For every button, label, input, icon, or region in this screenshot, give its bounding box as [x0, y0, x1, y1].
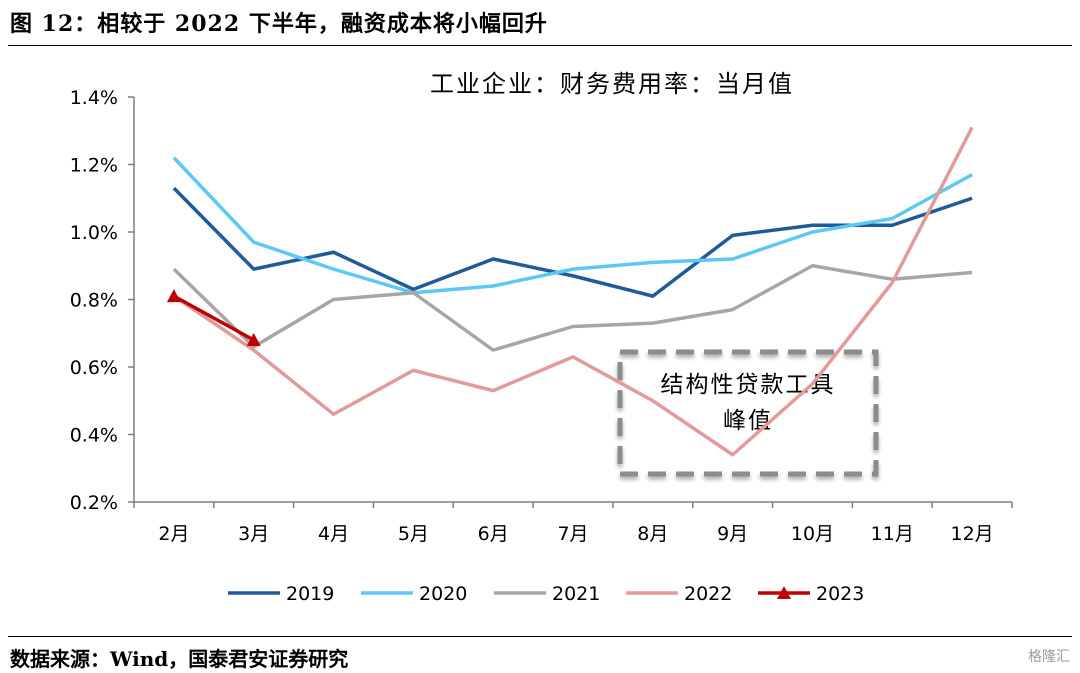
annotation-label: 结构性贷款工具	[661, 372, 836, 398]
x-tick-label: 12月	[950, 523, 993, 545]
legend-label-2022: 2022	[684, 583, 732, 605]
annotation-box-group	[617, 349, 879, 477]
y-tick-label: 0.6%	[70, 357, 118, 379]
series-2019-line	[172, 186, 973, 298]
y-tick-label: 0.4%	[70, 425, 118, 447]
y-tick-label: 1.2%	[70, 155, 118, 177]
legend-label-2020: 2020	[419, 583, 467, 605]
legend-label-2021: 2021	[552, 583, 600, 605]
legend-label-2023: 2023	[816, 583, 864, 605]
annotation-label: 峰值	[723, 408, 773, 434]
series-2023-line	[173, 294, 255, 342]
series-2023-marker	[166, 289, 181, 303]
x-tick-label: 4月	[318, 523, 349, 545]
figure-title: 图 12：相较于 2022 下半年，融资成本将小幅回升	[10, 11, 548, 37]
watermark-logo: 格隆汇	[1028, 649, 1070, 665]
series-2022-line	[172, 126, 974, 457]
source-note: 数据来源：Wind，国泰君安证券研究	[10, 647, 349, 671]
x-tick-label: 7月	[557, 523, 588, 545]
y-tick-label: 1.0%	[70, 222, 118, 244]
y-tick-label: 1.4%	[70, 87, 118, 109]
y-tick-label: 0.2%	[70, 492, 118, 514]
line-chart: 工业企业：财务费用率：当月值 0.2% 0.4% 0.6% 0.8% 1.0% 1.2% 1…	[70, 70, 1013, 605]
x-tick-label: 10月	[791, 523, 834, 545]
series-2021-line	[172, 264, 973, 352]
legend-marker-2023	[777, 586, 791, 599]
legend-label-2019: 2019	[286, 583, 334, 605]
bottom-divider	[8, 636, 1072, 637]
top-divider	[8, 45, 1072, 46]
chart-title: 工业企业：财务费用率：当月值	[430, 70, 794, 98]
x-tick-label: 3月	[238, 523, 269, 545]
x-tick-label: 2月	[158, 523, 189, 545]
y-tick-label: 0.8%	[70, 290, 118, 312]
x-tick-label: 6月	[478, 523, 509, 545]
annotation-box	[617, 349, 879, 477]
x-tick-label: 11月	[871, 523, 914, 545]
x-tick-label: 8月	[637, 523, 668, 545]
series-2020-line	[172, 156, 973, 295]
x-tick-label: 5月	[398, 523, 429, 545]
series-2023-marker	[246, 333, 261, 346]
x-tick-label: 9月	[717, 523, 748, 545]
